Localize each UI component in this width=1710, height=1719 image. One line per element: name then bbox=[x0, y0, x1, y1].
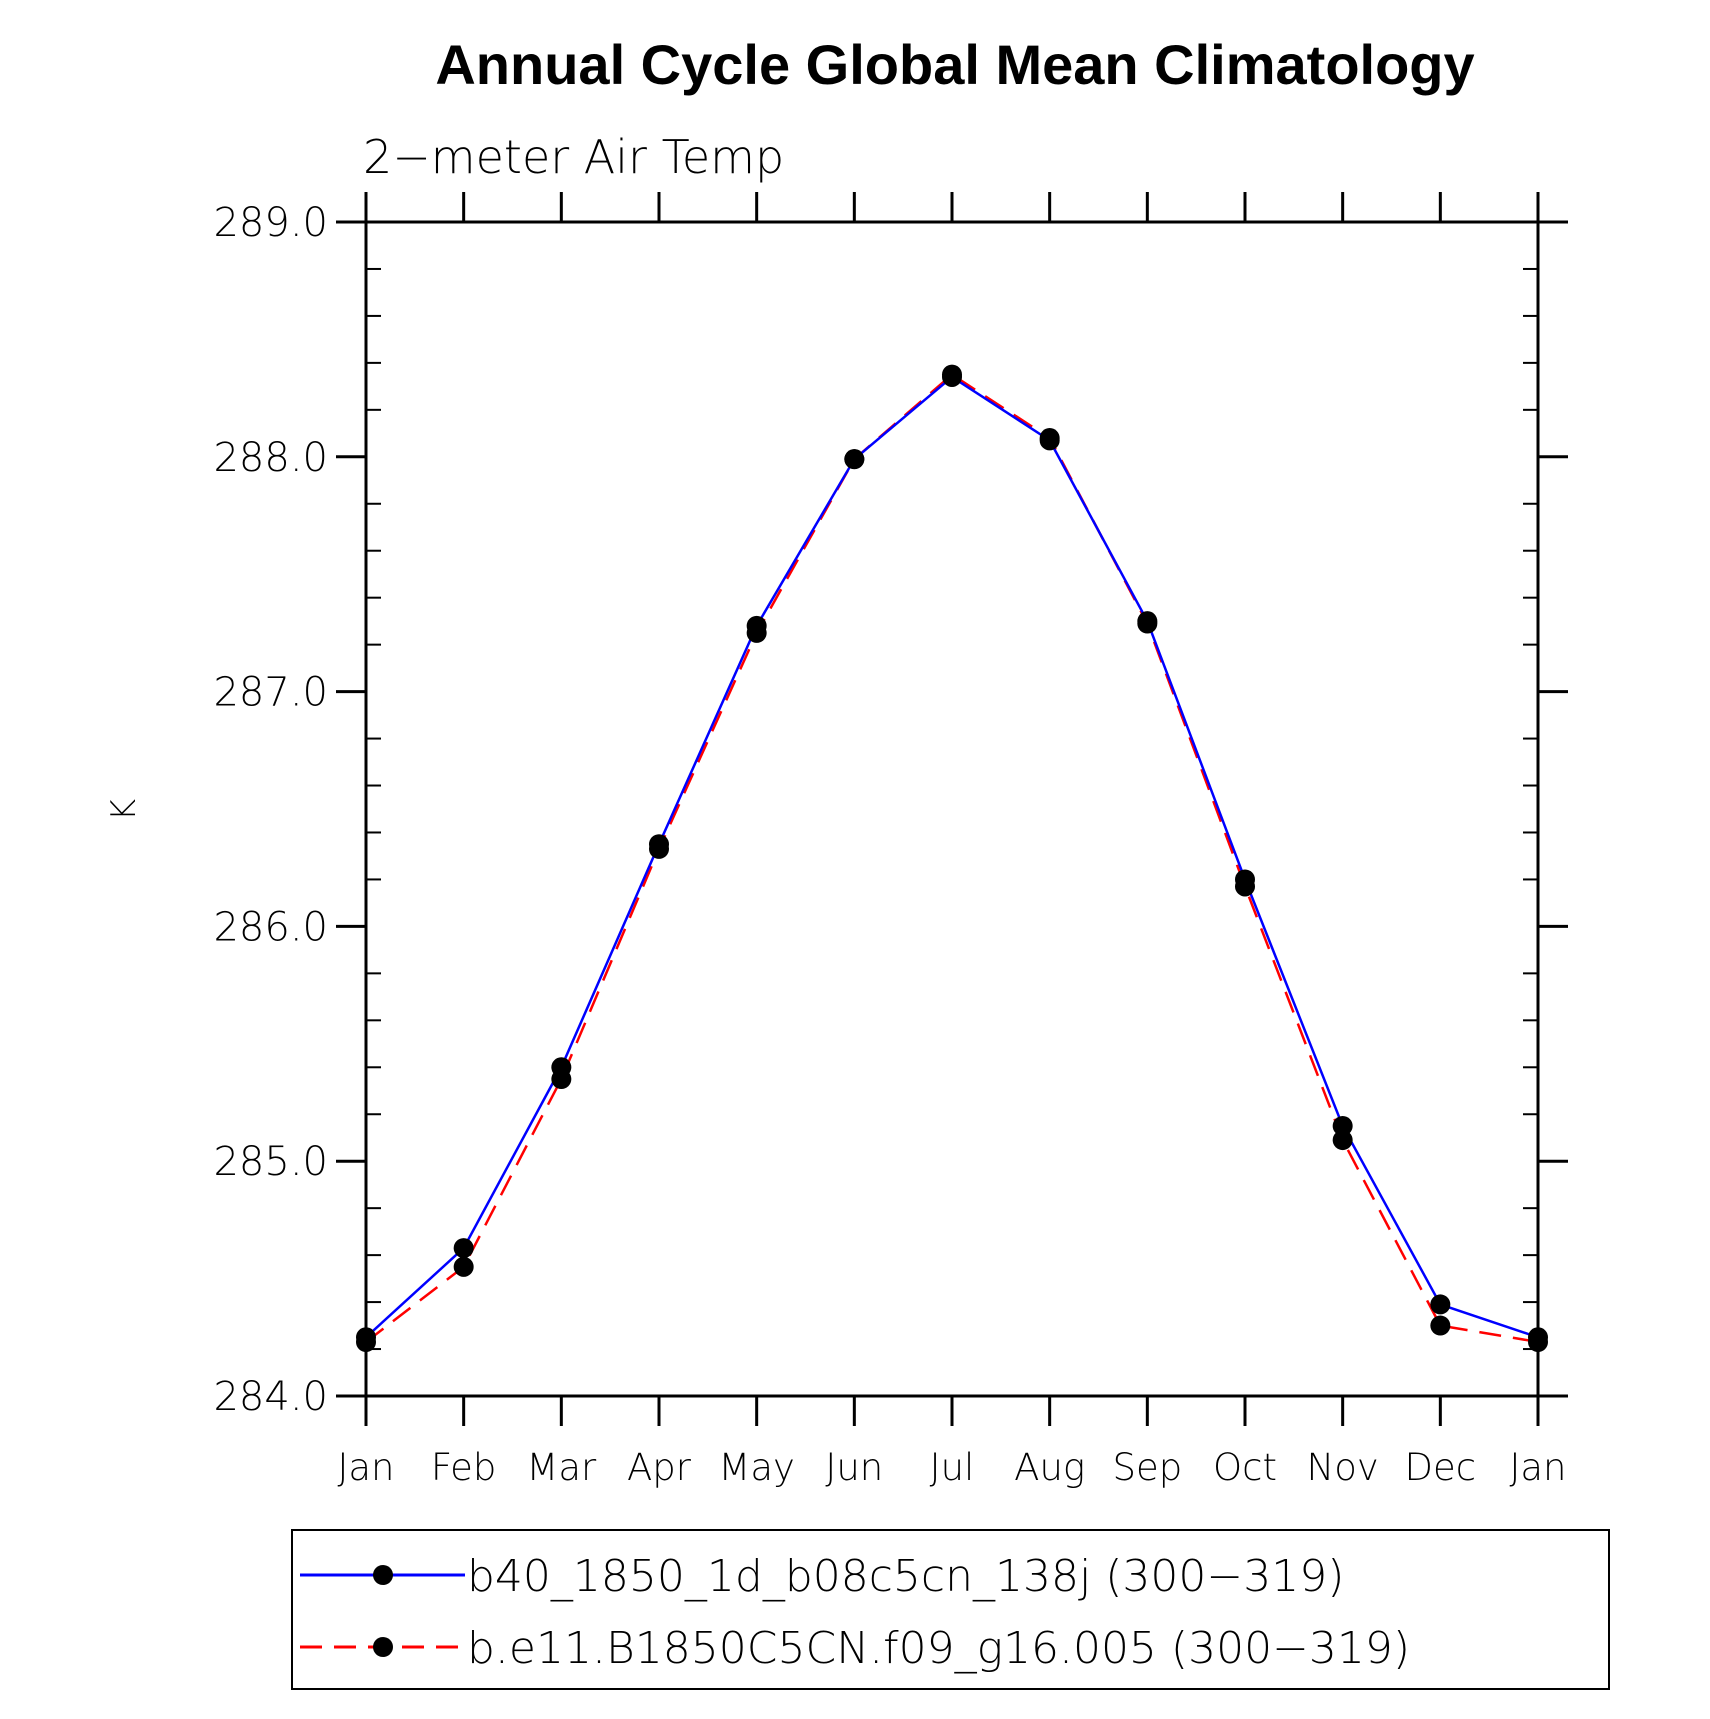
x-tick-label: Jun bbox=[825, 1446, 883, 1489]
legend-label-0: b40_1850_1d_b08c5cn_138j (300−319) bbox=[467, 1551, 1344, 1602]
legend-marker-0 bbox=[373, 1565, 393, 1585]
x-tick-label: Mar bbox=[526, 1446, 597, 1489]
chart-title: Annual Cycle Global Mean Climatology bbox=[435, 33, 1474, 96]
series-0-point bbox=[453, 1238, 474, 1259]
x-tick-label: Oct bbox=[1213, 1446, 1277, 1489]
series-1-point bbox=[942, 364, 962, 385]
x-tick-label: Apr bbox=[627, 1446, 692, 1489]
series-1-point bbox=[1235, 876, 1255, 897]
y-tick-label: 287.0 bbox=[213, 670, 328, 716]
series-1-point bbox=[1528, 1331, 1548, 1352]
series-0-point bbox=[1430, 1294, 1451, 1315]
x-tick-label: Sep bbox=[1112, 1446, 1182, 1489]
y-tick-label: 284.0 bbox=[213, 1374, 328, 1420]
legend: b40_1850_1d_b08c5cn_138j (300−319) b.e11… bbox=[291, 1529, 1610, 1690]
legend-marker-1 bbox=[373, 1637, 393, 1657]
y-tick-label: 285.0 bbox=[213, 1139, 328, 1185]
x-tick-label: Jan bbox=[1509, 1446, 1566, 1489]
series-1-point bbox=[746, 622, 767, 643]
y-tick-label: 289.0 bbox=[213, 200, 328, 246]
x-tick-label: Feb bbox=[431, 1446, 497, 1489]
series-1-point bbox=[1137, 613, 1158, 634]
series-1-point bbox=[551, 1069, 572, 1090]
x-tick-label: Aug bbox=[1014, 1446, 1085, 1489]
x-tick-label: Jan bbox=[337, 1446, 394, 1489]
legend-label-1: b.e11.B1850C5CN.f09_g16.005 (300−319) bbox=[467, 1623, 1410, 1674]
series-0-point bbox=[1332, 1115, 1353, 1136]
x-tick-label: Jul bbox=[930, 1446, 975, 1489]
x-tick-label: Dec bbox=[1405, 1446, 1477, 1489]
series-1-point bbox=[844, 449, 865, 470]
x-tick-label: Nov bbox=[1307, 1446, 1379, 1489]
y-tick-label: 286.0 bbox=[213, 904, 328, 950]
plot-frame bbox=[364, 220, 1540, 1398]
series-layer bbox=[356, 364, 1548, 1352]
axes: 284.0 285.0 286.0 287.0 288.0 289.0 Jan Feb Mar A… bbox=[213, 192, 1568, 1489]
y-axis-label: K bbox=[104, 799, 144, 821]
series-1-point bbox=[453, 1256, 474, 1277]
x-tick-label: May bbox=[718, 1446, 795, 1489]
y-tick-label: 288.0 bbox=[213, 435, 328, 481]
legend-box bbox=[291, 1529, 1610, 1690]
series-1-point bbox=[1332, 1130, 1353, 1151]
series-line-0 bbox=[365, 375, 1539, 1339]
chart-subtitle: 2−meter Air Temp bbox=[363, 130, 784, 184]
series-1-point bbox=[649, 838, 669, 859]
series-1-point bbox=[356, 1331, 376, 1352]
series-1-point bbox=[1430, 1315, 1451, 1336]
series-line-1 bbox=[365, 373, 1539, 1344]
series-1-point bbox=[1039, 428, 1060, 449]
